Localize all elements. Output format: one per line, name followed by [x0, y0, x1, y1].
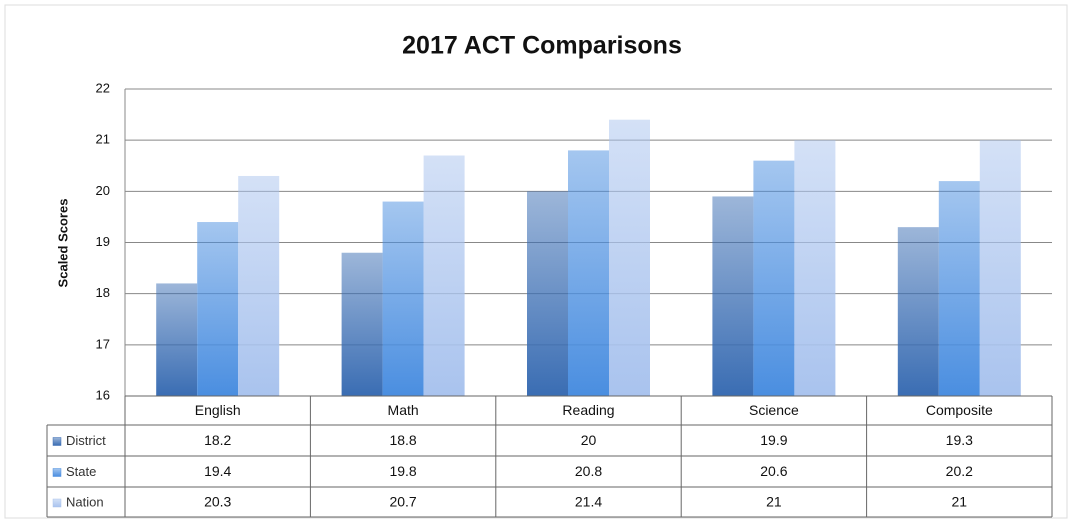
legend-label: State: [66, 464, 96, 479]
table-value: 20.7: [389, 494, 416, 510]
x-tick-label: Math: [388, 402, 419, 418]
bar: [341, 252, 383, 396]
table-value: 19.3: [946, 432, 973, 448]
bar: [197, 222, 239, 396]
table-value: 18.2: [204, 432, 231, 448]
x-tick-label: Science: [749, 402, 799, 418]
bar: [238, 175, 280, 396]
legend-marker: [52, 498, 62, 508]
legend-label: Nation: [66, 494, 104, 509]
table-value: 20.3: [204, 494, 231, 510]
bar: [897, 227, 939, 396]
table-value: 20: [581, 432, 597, 448]
table-value: 21: [952, 494, 968, 510]
legend-label: District: [66, 433, 106, 448]
bar: [753, 160, 795, 396]
bar: [382, 201, 424, 396]
y-axis-label: Scaled Scores: [55, 199, 70, 288]
table-value: 19.8: [389, 463, 416, 479]
bar: [979, 140, 1021, 396]
table-value: 18.8: [389, 432, 416, 448]
y-tick-label: 21: [96, 132, 110, 147]
x-tick-label: Reading: [562, 402, 614, 418]
y-tick-label: 17: [96, 336, 110, 351]
legend-marker: [52, 468, 62, 477]
table-value: 19.9: [760, 432, 787, 448]
bar: [938, 181, 980, 396]
table-value: 20.6: [760, 463, 787, 479]
bar: [609, 119, 650, 396]
y-tick-label: 22: [96, 80, 110, 95]
legend-marker: [52, 437, 62, 446]
chart-title: 2017 ACT Comparisons: [402, 32, 682, 60]
bar: [794, 140, 836, 396]
table-value: 21: [766, 494, 782, 510]
bar: [712, 196, 754, 396]
bar: [423, 155, 465, 396]
table-value: 20.8: [575, 463, 602, 479]
bar: [156, 283, 198, 396]
y-tick-label: 16: [96, 387, 110, 402]
bar: [568, 150, 609, 396]
y-tick-label: 18: [96, 285, 110, 300]
x-tick-label: English: [195, 402, 241, 418]
x-tick-label: Composite: [926, 402, 993, 418]
table-value: 20.2: [946, 463, 973, 479]
y-tick-label: 20: [96, 183, 110, 198]
table-value: 19.4: [204, 463, 231, 479]
table-value: 21.4: [575, 494, 602, 510]
bar: [527, 191, 568, 396]
y-tick-label: 19: [96, 234, 110, 249]
